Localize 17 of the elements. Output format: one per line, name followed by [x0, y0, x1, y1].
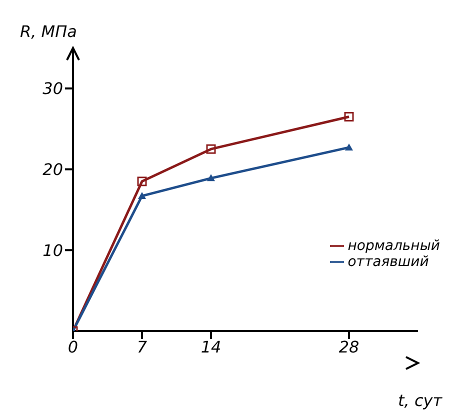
point [137, 176, 147, 186]
point [344, 112, 354, 122]
legend-label: нормальный [348, 238, 440, 254]
point [345, 143, 353, 150]
point [138, 192, 146, 199]
x-tick-label: 28 [338, 337, 360, 356]
y-tick-label: 30 [42, 79, 63, 98]
y-axis-title: R, МПа [20, 22, 77, 41]
x-tick-label: 0 [68, 337, 78, 356]
y-tick-label: 20 [42, 160, 63, 179]
x-tick-label: 14 [200, 337, 222, 356]
legend-label: оттаявший [348, 254, 429, 270]
point [206, 144, 216, 154]
x-axis-title: t, сут [398, 391, 442, 410]
y-tick-label: 10 [42, 240, 63, 260]
x-tick-label: 7 [136, 337, 148, 356]
point [207, 174, 215, 182]
